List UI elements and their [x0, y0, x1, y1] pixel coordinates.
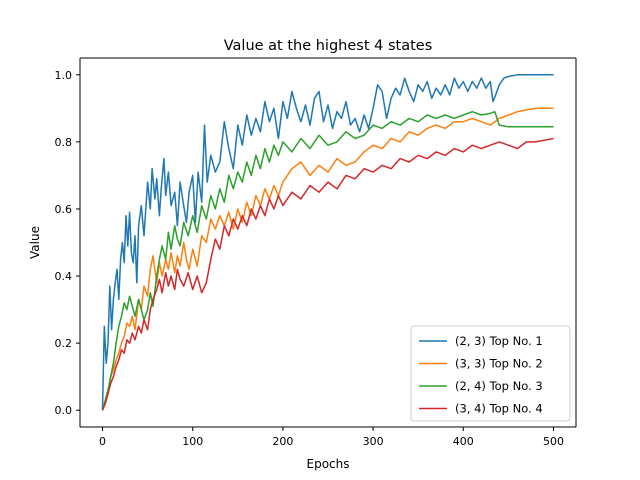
x-axis-label: Epochs: [307, 457, 350, 471]
y-tick-label: 0.0: [55, 404, 73, 417]
x-tick-label: 400: [453, 435, 474, 448]
y-tick-label: 0.4: [55, 270, 73, 283]
x-tick-label: 300: [363, 435, 384, 448]
series-line-3-2-4-top-no-3: [101, 110, 554, 411]
series-line-1-2-3-top-no-1: [101, 74, 554, 411]
chart-title: Value at the highest 4 states: [224, 38, 433, 54]
x-axis-ticks: 0 100 200 300 400 500: [99, 427, 564, 448]
y-axis-label: Value: [28, 226, 42, 259]
legend-box: [410, 325, 571, 422]
x-tick-label: 500: [543, 435, 564, 448]
x-tick-label: 100: [182, 435, 203, 448]
y-tick-label: 0.6: [55, 203, 73, 216]
legend-label-4: (3, 4) Top No. 4: [455, 402, 543, 416]
y-axis-ticks: 0.0 0.2 0.4 0.6 0.8 1.0: [55, 69, 80, 417]
series-line-4-3-4-top-no-4: [101, 137, 554, 411]
y-tick-label: 0.8: [55, 136, 73, 149]
legend-label-2: (3, 3) Top No. 2: [455, 357, 543, 371]
legend-label-1: (2, 3) Top No. 1: [455, 334, 543, 348]
axes-frame: [79, 57, 577, 428]
legend: (2, 3) Top No. 1 (3, 3) Top No. 2 (2, 4) T…: [410, 325, 571, 422]
legend-label-3: (2, 4) Top No. 3: [455, 379, 543, 393]
y-tick-label: 0.2: [55, 337, 73, 350]
series-layer: [101, 74, 554, 411]
y-tick-label: 1.0: [55, 69, 73, 82]
x-tick-label: 0: [99, 435, 106, 448]
x-tick-label: 200: [272, 435, 293, 448]
